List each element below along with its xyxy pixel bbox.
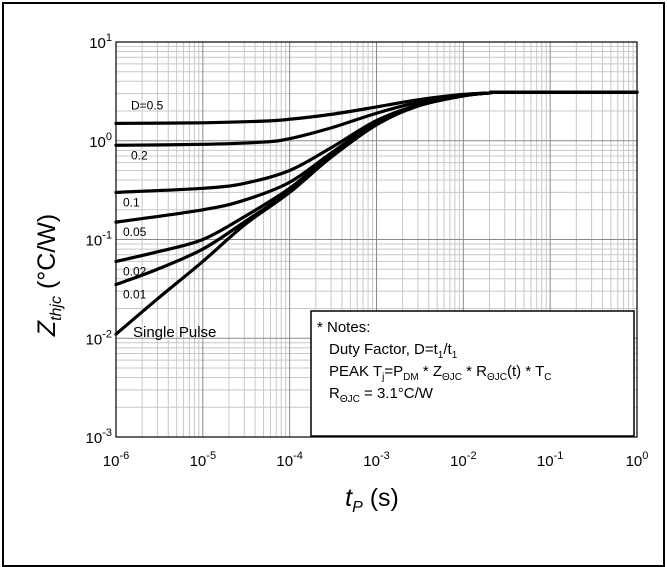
notes-duty-sub1: 1 [438,350,444,361]
x-axis-label-unit: (s) [363,484,399,512]
notes-duty-prefix: Duty Factor, D=t [329,341,439,358]
x-tick-label: 100 [626,450,649,470]
series-label: 0.05 [123,225,147,239]
notes-duty-sub2: 1 [452,350,458,361]
series-label: 0.02 [123,264,147,278]
notes-duty-factor: Duty Factor, D=t1/t1 [329,341,458,361]
x-tick-label: 10-2 [450,450,476,470]
series-labels: D=0.5 0.2 0.1 0.05 0.02 0.01 Single Pulse [123,98,216,341]
x-tick-label: 10-3 [363,450,389,470]
notes-duty-mid: /t [443,341,452,358]
y-tick-label: 101 [89,32,112,52]
y-tick-label: 10-1 [86,230,112,250]
x-tick-label: 10-4 [276,450,302,470]
x-tick-labels: 10-6 10-5 10-4 10-3 10-2 10-1 100 [103,450,649,470]
series-label: D=0.5 [131,98,164,112]
curves [114,90,639,336]
series-line-7 [114,90,639,336]
series-label: 0.1 [123,195,140,209]
plot-border [115,41,638,438]
y-tick-label: 100 [89,131,112,151]
y-axis-label-unit: (°C/W) [33,214,61,296]
x-axis-label: tP (s) [345,484,399,516]
y-tick-label: 10-3 [86,427,112,447]
x-tick-label: 10-5 [190,450,216,470]
series-label: 0.2 [131,148,148,162]
notes-box-border [310,310,635,437]
y-axis-label: Zthjc (°C/W) [33,214,65,337]
x-axis-label-sub: P [352,499,363,516]
series-label: 0.01 [123,288,147,302]
y-axis-label-sub: thjc [48,296,65,321]
x-tick-label: 10-1 [537,450,563,470]
notes-rth-value: RΘJC = 3.1°C/W [329,385,434,405]
series-label: Single Pulse [133,324,216,341]
notes-title: * Notes: [317,319,370,336]
y-tick-labels: 101 100 10-1 10-2 10-3 [86,32,112,447]
x-axis-label-main: t [345,484,353,512]
y-axis-label-main: Z [33,320,61,337]
y-tick-label: 10-2 [86,328,112,348]
notes-box: * Notes: Duty Factor, D=t1/t1 PEAK Tj=PD… [310,310,635,437]
x-tick-label: 10-6 [103,450,129,470]
notes-peak-formula: PEAK Tj=PDM * ZΘJC * RΘJC(t) * TC [329,363,551,383]
